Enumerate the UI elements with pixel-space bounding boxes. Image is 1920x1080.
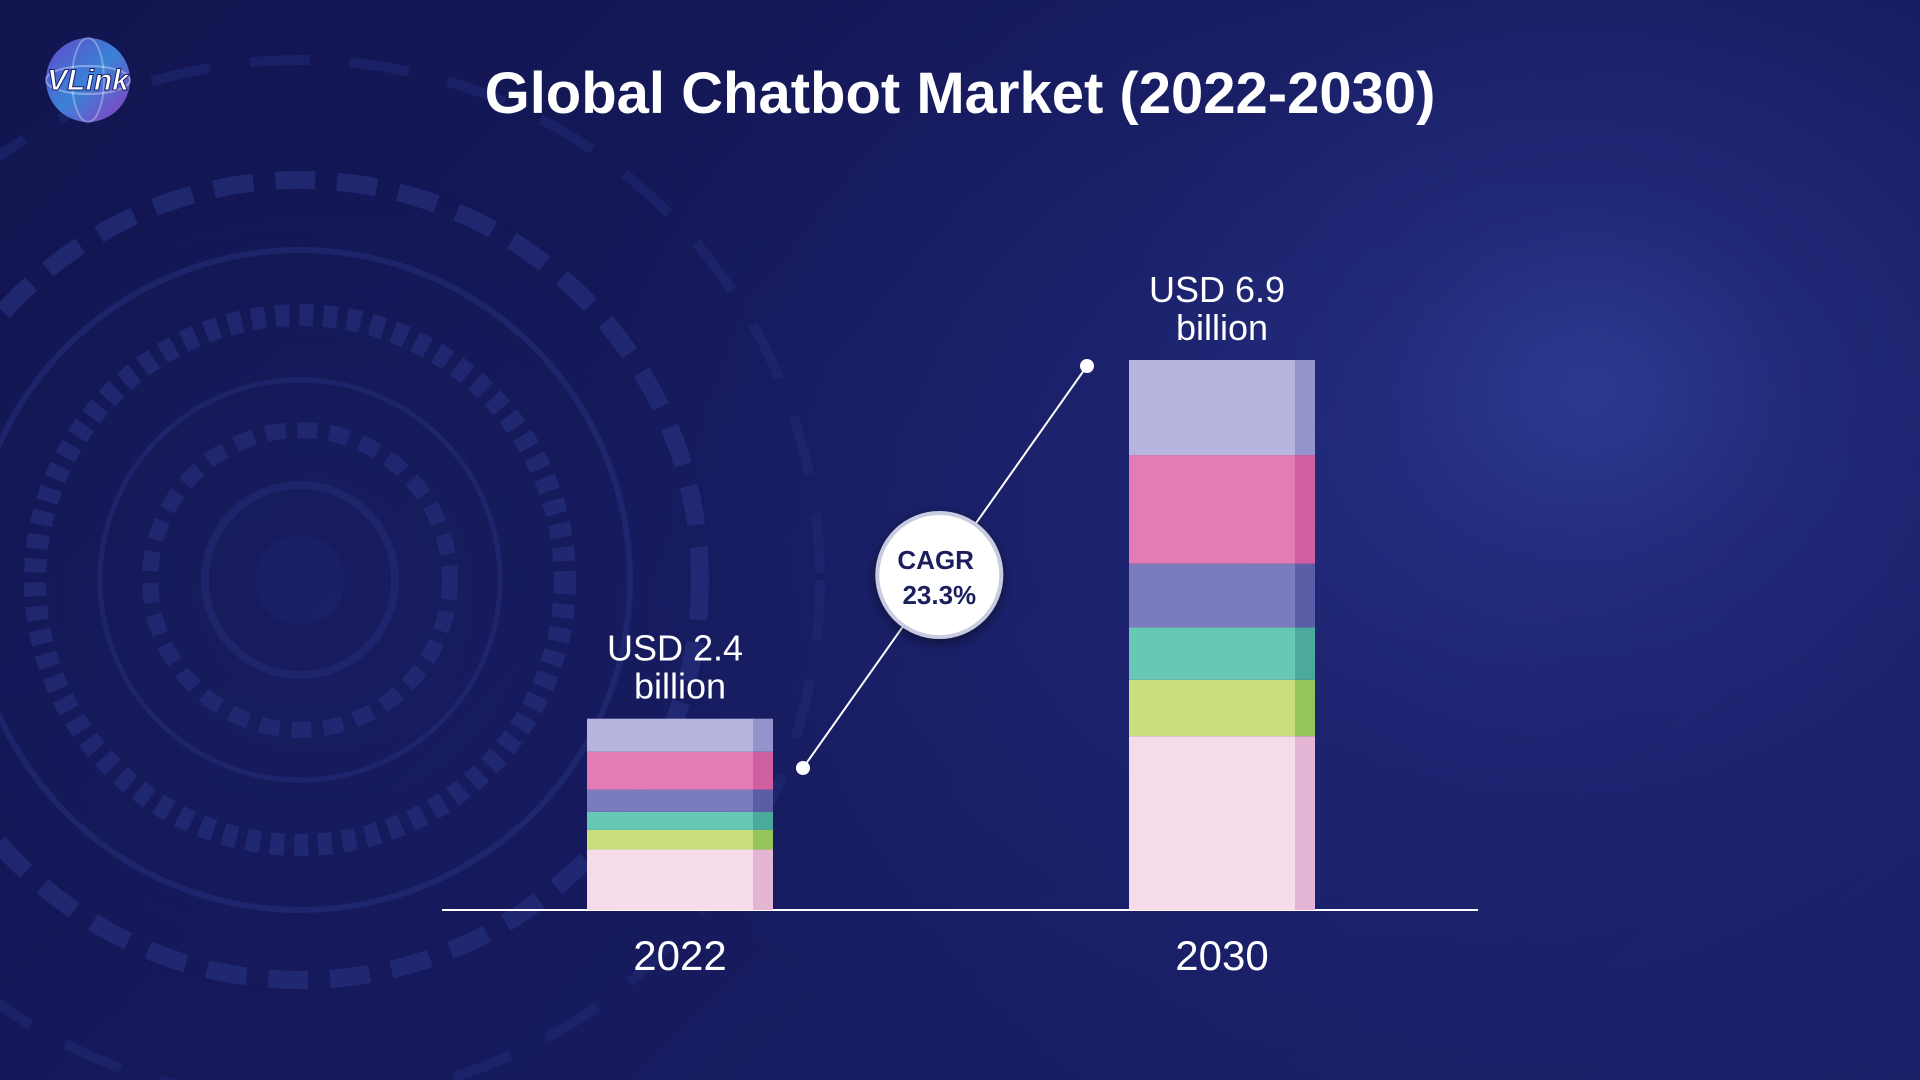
bar-segment-side-2022-5: [753, 751, 773, 790]
bar-segment-2030-5: [1129, 455, 1295, 564]
cagr-label: CAGR: [897, 545, 974, 575]
bar-segment-2030-1: [1129, 736, 1295, 910]
bar-value-label-2030-line1: USD 6.9: [1149, 269, 1285, 310]
bar-segment-2022-5: [587, 751, 753, 790]
x-tick-label-2030: 2030: [1175, 932, 1268, 979]
cagr-value: 23.3%: [902, 580, 976, 610]
cagr-badge: [875, 511, 1004, 640]
bar-segment-side-2030-1: [1295, 736, 1315, 910]
bar-segment-2022-1: [587, 849, 753, 910]
cagr-start-dot: [796, 761, 810, 775]
bar-segment-side-2022-1: [753, 849, 773, 910]
bar-segment-side-2030-5: [1295, 455, 1315, 564]
bar-segment-side-2022-4: [753, 789, 773, 812]
bar-value-label-2022-line1: USD 2.4: [607, 628, 743, 669]
bar-value-label-2030: USD 6.9 billion: [1149, 269, 1295, 348]
cagr-annotation: CAGR 23.3%: [897, 545, 981, 610]
cagr-end-dot: [1080, 359, 1094, 373]
bar-segment-side-2022-6: [753, 718, 773, 752]
background-decoration: [0, 55, 825, 1080]
globe-icon: [46, 38, 130, 122]
bar-segment-2030-3: [1129, 627, 1295, 680]
bars-group: [587, 360, 1315, 910]
bar-segment-2022-6: [587, 718, 753, 752]
vlink-logo: VLink: [45, 37, 131, 123]
bar-segment-2030-4: [1129, 563, 1295, 628]
bar-segment-side-2030-3: [1295, 627, 1315, 680]
bar-top-bevel-2022: [753, 718, 773, 727]
bar-segment-side-2022-3: [753, 811, 773, 830]
bar-segment-2022-4: [587, 789, 753, 812]
bar-segment-side-2030-4: [1295, 563, 1315, 628]
bar-segment-2030-6: [1129, 360, 1295, 456]
bar-value-label-2022: USD 2.4 billion: [607, 628, 753, 707]
bar-segment-2022-3: [587, 811, 753, 830]
cagr-badge-circle: [875, 511, 1004, 640]
bar-segment-side-2030-2: [1295, 679, 1315, 737]
bar-segment-side-2022-2: [753, 829, 773, 850]
bar-segment-2030-2: [1129, 679, 1295, 737]
bar-segment-side-2030-6: [1295, 360, 1315, 456]
bar-top-bevel-2030: [1295, 360, 1315, 368]
bar-value-label-2022-line2: billion: [634, 666, 726, 707]
logo-text: VLink: [47, 64, 130, 97]
x-tick-label-2022: 2022: [633, 932, 726, 979]
bar-segment-2022-2: [587, 829, 753, 850]
bar-value-label-2030-line2: billion: [1176, 307, 1268, 348]
chart-title: Global Chatbot Market (2022-2030): [485, 61, 1436, 126]
